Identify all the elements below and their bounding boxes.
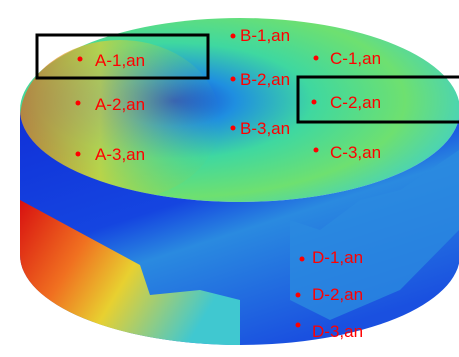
cylinder — [20, 18, 459, 345]
point — [78, 57, 83, 62]
point-label: B-2,an — [240, 70, 290, 89]
point — [314, 148, 319, 153]
point-label: D-3,an — [312, 322, 363, 341]
point — [314, 56, 319, 61]
point-label: C-1,an — [330, 49, 381, 68]
point-label: D-2,an — [312, 285, 363, 304]
point — [76, 101, 81, 106]
point — [76, 152, 81, 157]
point-label: C-2,an — [330, 93, 381, 112]
point — [296, 293, 301, 298]
point-label: A-3,an — [95, 145, 145, 164]
point — [231, 34, 236, 39]
point — [231, 126, 236, 131]
point-label: C-3,an — [330, 143, 381, 162]
point-label: B-1,an — [240, 26, 290, 45]
point-label: B-3,an — [240, 119, 290, 138]
point — [312, 100, 317, 105]
point-label: A-1,an — [95, 51, 145, 70]
point — [296, 323, 301, 328]
point-label: A-2,an — [95, 95, 145, 114]
point-label: D-1,an — [312, 248, 363, 267]
point — [231, 77, 236, 82]
figure: A-1,an A-2,an A-3,an B-1,an B-2,an B-3,a… — [0, 0, 459, 357]
point — [300, 257, 305, 262]
